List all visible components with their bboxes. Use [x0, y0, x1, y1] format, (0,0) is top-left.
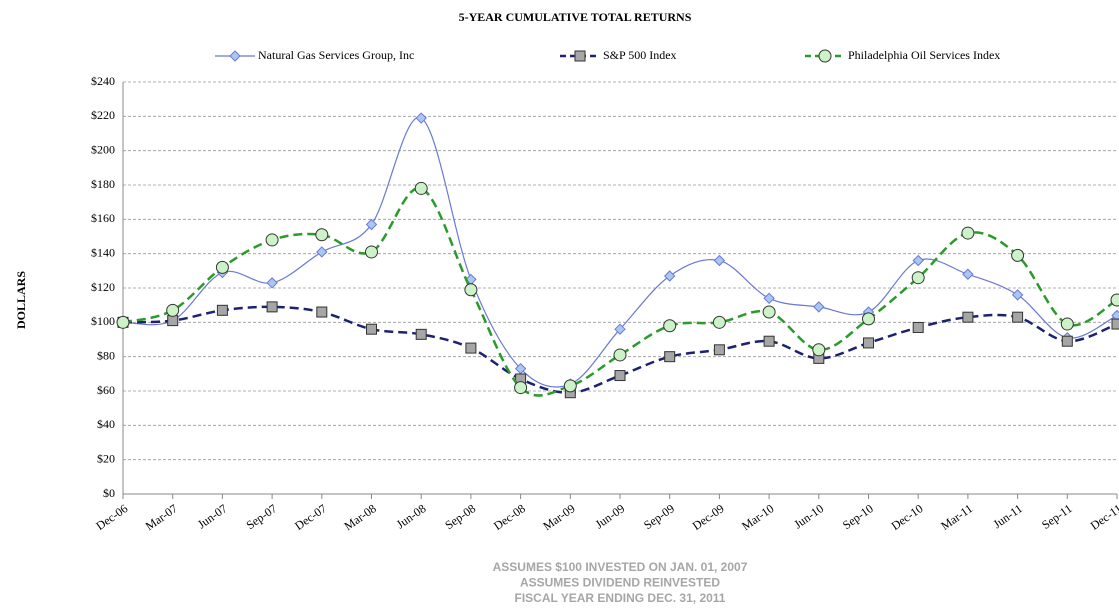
- y-axis-label: DOLLARS: [14, 271, 28, 329]
- marker: [574, 50, 586, 62]
- x-tick-label: Mar-08: [341, 501, 378, 533]
- marker: [763, 292, 775, 305]
- y-tick-label: $160: [91, 211, 115, 225]
- marker: [166, 303, 180, 317]
- y-tick-label: $80: [97, 348, 115, 362]
- x-tick-label: Dec-10: [889, 501, 926, 533]
- marker: [365, 245, 378, 259]
- x-tick-label: Jun-10: [791, 501, 826, 531]
- marker: [818, 49, 832, 63]
- x-tick-label: Sep-10: [840, 501, 876, 532]
- marker: [366, 323, 377, 335]
- marker: [266, 301, 278, 313]
- y-tick-label: $220: [91, 108, 115, 122]
- marker: [912, 254, 924, 267]
- marker: [229, 50, 241, 62]
- x-tick-label: Sep-11: [1039, 501, 1075, 532]
- marker: [216, 304, 228, 316]
- marker: [563, 379, 577, 393]
- marker: [712, 315, 726, 329]
- marker: [1011, 289, 1024, 301]
- x-tick-label: Dec-08: [491, 501, 528, 533]
- x-tick-label: Mar-09: [540, 501, 577, 533]
- marker: [215, 260, 229, 274]
- marker: [1012, 311, 1024, 323]
- marker: [962, 268, 974, 280]
- series-line: [122, 187, 1118, 397]
- marker: [1060, 317, 1074, 331]
- y-tick-label: $140: [91, 245, 115, 259]
- y-tick-label: $100: [91, 314, 115, 328]
- x-tick-label: Jun-08: [394, 501, 429, 531]
- footnote: FISCAL YEAR ENDING DEC. 31, 2011: [515, 591, 726, 605]
- marker: [762, 305, 776, 319]
- marker: [911, 271, 925, 285]
- marker: [813, 301, 825, 313]
- x-tick-label: Sep-07: [244, 501, 280, 532]
- marker: [713, 344, 725, 356]
- marker: [961, 226, 975, 240]
- marker: [812, 343, 826, 357]
- marker: [316, 246, 328, 258]
- marker: [1061, 335, 1073, 347]
- marker: [862, 312, 875, 326]
- marker: [465, 342, 477, 354]
- marker: [514, 381, 528, 395]
- marker: [266, 277, 278, 289]
- y-tick-label: $120: [91, 280, 115, 294]
- marker: [265, 233, 279, 247]
- marker: [415, 112, 427, 124]
- y-tick-label: $20: [97, 451, 115, 465]
- marker: [613, 348, 627, 362]
- marker: [962, 311, 974, 323]
- marker: [1111, 318, 1119, 330]
- marker: [316, 306, 328, 318]
- marker: [365, 218, 378, 231]
- x-tick-label: Sep-08: [442, 501, 478, 532]
- legend-label: S&P 500 Index: [603, 48, 677, 62]
- legend-label: Philadelphia Oil Services Index: [848, 48, 1000, 62]
- marker: [464, 283, 478, 297]
- x-tick-label: Dec-11: [1088, 501, 1119, 532]
- marker: [1110, 293, 1119, 307]
- footnote: ASSUMES $100 INVESTED ON JAN. 01, 2007: [493, 560, 748, 574]
- series-line: [122, 117, 1118, 388]
- marker: [664, 351, 676, 363]
- marker: [116, 315, 130, 329]
- footnote: ASSUMES DIVIDEND REINVESTED: [520, 576, 720, 590]
- marker: [713, 254, 726, 267]
- x-tick-label: Mar-11: [938, 501, 975, 533]
- y-tick-label: $0: [103, 486, 115, 500]
- marker: [912, 321, 924, 333]
- x-tick-label: Jun-07: [195, 501, 230, 531]
- y-tick-label: $40: [97, 417, 115, 431]
- x-tick-label: Mar-07: [143, 501, 180, 533]
- y-tick-label: $240: [91, 74, 115, 88]
- x-tick-label: Sep-09: [641, 501, 677, 532]
- x-tick-label: Dec-07: [292, 501, 329, 533]
- legend-label: Natural Gas Services Group, Inc: [258, 48, 414, 62]
- y-tick-label: $200: [91, 142, 115, 156]
- marker: [614, 370, 626, 382]
- marker: [763, 335, 775, 347]
- x-tick-label: Dec-06: [93, 501, 130, 533]
- x-tick-label: Jun-11: [990, 501, 1024, 531]
- marker: [167, 315, 179, 327]
- marker: [614, 323, 626, 335]
- x-tick-label: Jun-09: [593, 501, 628, 531]
- chart-title: 5-YEAR CUMULATIVE TOTAL RETURNS: [459, 10, 692, 24]
- y-tick-label: $180: [91, 177, 115, 191]
- x-tick-label: Dec-09: [690, 501, 727, 533]
- marker: [663, 270, 676, 282]
- marker: [315, 228, 329, 242]
- marker: [663, 319, 677, 333]
- marker: [1011, 248, 1025, 262]
- marker: [415, 328, 427, 340]
- y-tick-label: $60: [97, 383, 115, 397]
- marker: [414, 181, 428, 195]
- marker: [863, 337, 874, 349]
- x-tick-label: Mar-10: [739, 501, 776, 533]
